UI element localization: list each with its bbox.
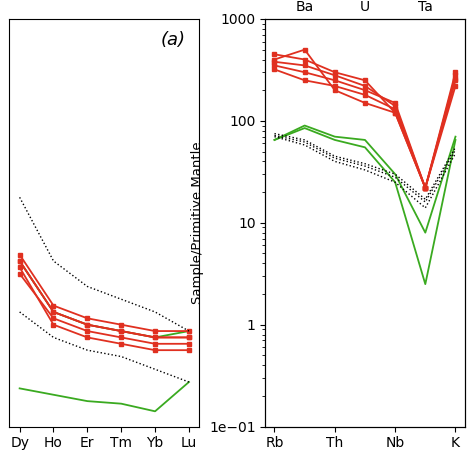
Text: (a): (a) [161, 31, 186, 49]
Y-axis label: Sample/Primitive Mantle: Sample/Primitive Mantle [191, 141, 203, 304]
